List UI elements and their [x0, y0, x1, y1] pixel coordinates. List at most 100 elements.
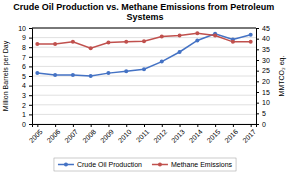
tick-mark [55, 124, 56, 127]
tick: 2011 [135, 124, 151, 144]
tick-mark [91, 124, 92, 127]
grid-line [32, 104, 256, 105]
tick-mark [256, 103, 259, 104]
grid-line [32, 47, 256, 48]
tick-label: 9 [22, 34, 26, 41]
tick-mark [162, 124, 163, 127]
tick: 2009 [99, 124, 115, 144]
grid-line [32, 95, 256, 96]
legend: Crude Oil ProductionMethane Emissions [54, 158, 236, 171]
point [53, 73, 57, 77]
grid-line [32, 85, 256, 86]
legend-marker [64, 163, 68, 167]
point [249, 40, 253, 44]
tick-mark [197, 124, 198, 127]
tick: 0 [22, 121, 32, 128]
tick: 2010 [117, 124, 133, 144]
point [142, 67, 146, 71]
tick-mark [144, 124, 145, 127]
grid-line [32, 66, 256, 67]
marks [35, 31, 252, 78]
point [89, 46, 93, 50]
tick: 2016 [223, 124, 239, 144]
tick: 2008 [81, 124, 97, 144]
tick: 40 [256, 35, 270, 42]
tick: 2017 [241, 124, 257, 144]
tick: 7 [22, 54, 32, 61]
tick-mark [29, 76, 32, 77]
point [178, 50, 182, 54]
y-axis: 012345678910 [18, 25, 32, 128]
tick: 2007 [63, 124, 79, 144]
tick-label: 20 [262, 78, 270, 85]
plot: 2005200620072008200920102011201220132014… [18, 25, 270, 144]
tick: 25 [256, 67, 270, 74]
series-line [37, 34, 250, 76]
tick: 2015 [206, 124, 222, 144]
tick-label: 30 [262, 57, 270, 64]
tick-mark [256, 60, 259, 61]
point [35, 42, 39, 46]
tick: 2005 [28, 124, 44, 144]
legend-frame [54, 158, 236, 171]
tick-label: 5 [262, 110, 266, 117]
tick: 4 [22, 82, 32, 89]
tick-mark [29, 114, 32, 115]
point [106, 71, 110, 75]
tick-mark [29, 86, 32, 87]
point [124, 69, 128, 73]
tick: 2006 [46, 124, 62, 144]
point [35, 71, 39, 75]
point [124, 40, 128, 44]
tick-label: 2011 [135, 128, 151, 144]
x-axis: 2005200620072008200920102011201220132014… [28, 124, 257, 144]
point [231, 40, 235, 44]
tick-label: 2010 [117, 128, 133, 144]
series-line [37, 33, 250, 48]
tick-label: 15 [262, 89, 270, 96]
tick-label: 2013 [170, 128, 186, 144]
tick-mark [215, 124, 216, 127]
tick-label: 2014 [188, 128, 204, 144]
tick: 30 [256, 57, 270, 64]
tick-mark [126, 124, 127, 127]
tick-mark [256, 81, 259, 82]
tick: 2012 [152, 124, 168, 144]
tick: 2013 [170, 124, 186, 144]
tick: 0 [256, 121, 266, 128]
tick-mark [108, 124, 109, 127]
tick-label: 45 [262, 25, 270, 32]
tick: 2014 [188, 124, 204, 144]
tick-label: 2 [22, 102, 26, 109]
point [178, 33, 182, 37]
legend-item: Methane Emissions [152, 161, 233, 168]
tick: 35 [256, 46, 270, 53]
tick-mark [29, 66, 32, 67]
axis-line [33, 125, 257, 128]
axis-line [29, 29, 33, 125]
tick-label: 0 [262, 121, 266, 128]
legend-label: Methane Emissions [171, 161, 233, 168]
grid-line [32, 114, 256, 115]
tick: 9 [22, 34, 32, 41]
tick: 5 [256, 110, 266, 117]
point [106, 41, 110, 45]
tick-label: 2015 [206, 128, 222, 144]
tick-mark [29, 105, 32, 106]
tick: 5 [22, 73, 32, 80]
tick: 8 [22, 44, 32, 51]
legend-marker [158, 163, 162, 167]
tick: 45 [256, 25, 270, 32]
point [195, 38, 199, 42]
tick-mark [256, 113, 259, 114]
tick-label: 40 [262, 35, 270, 42]
point [142, 39, 146, 43]
tick-mark [256, 39, 259, 40]
tick-label: 10 [262, 99, 270, 106]
grid-line [32, 28, 256, 29]
point [160, 60, 164, 64]
tick-mark [256, 28, 259, 29]
tick-mark [73, 124, 74, 127]
y2-axis: 0 5 10 15 20 25 30 35 40 45 [256, 25, 270, 128]
tick-label: 2016 [223, 128, 239, 144]
